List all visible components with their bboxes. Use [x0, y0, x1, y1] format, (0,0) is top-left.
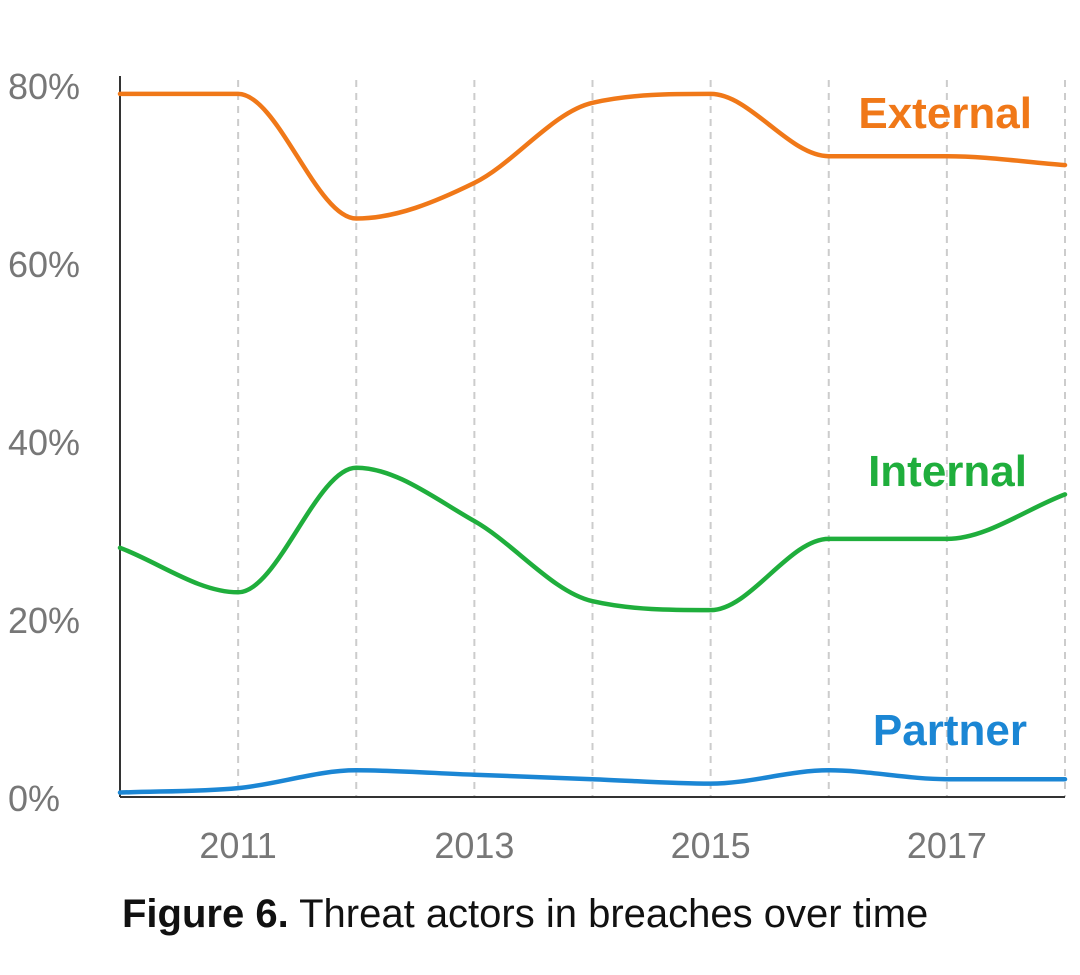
figure-number: Figure 6.: [122, 892, 289, 936]
axes: [119, 76, 1065, 798]
x-tick-label: 2015: [671, 825, 751, 866]
series-label-partner: Partner: [873, 706, 1027, 755]
series-line-partner: [117, 768, 1068, 795]
x-tick-label: 2011: [199, 825, 276, 866]
grid-lines: [237, 80, 1066, 797]
series-label-internal: Internal: [868, 447, 1027, 496]
series-lines: [117, 91, 1068, 795]
y-tick-label: 60%: [8, 244, 80, 285]
y-tick-label: 40%: [8, 422, 80, 463]
y-tick-label: 80%: [8, 66, 80, 107]
figure-caption-text: Threat actors in breaches over time: [288, 892, 929, 936]
series-label-external: External: [858, 89, 1032, 138]
y-tick-label: 20%: [8, 600, 80, 641]
figure-caption: Figure 6. Threat actors in breaches over…: [122, 892, 928, 937]
y-axis-ticks: 0% 20% 40% 60% 80%: [8, 66, 80, 819]
y-tick-label: 0%: [8, 778, 60, 819]
x-tick-label: 2017: [907, 825, 987, 866]
x-tick-label: 2013: [434, 825, 514, 866]
series-line-internal: [117, 465, 1068, 613]
series-labels: External Internal Partner: [858, 89, 1032, 755]
series-line-external: [117, 91, 1068, 221]
x-axis-ticks: 2011 2013 2015 2017: [199, 825, 987, 866]
